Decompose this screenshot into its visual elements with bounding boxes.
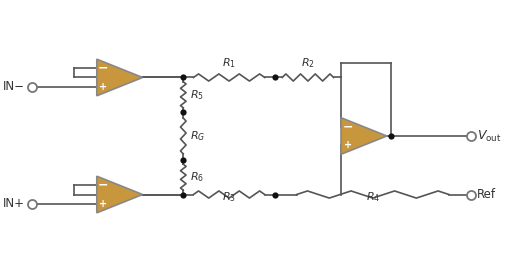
- Text: Ref: Ref: [477, 188, 496, 201]
- Text: $R_{3}$: $R_{3}$: [222, 190, 236, 204]
- Text: $R_{6}$: $R_{6}$: [190, 170, 204, 184]
- Text: −: −: [98, 179, 109, 192]
- Text: +: +: [99, 199, 107, 209]
- Text: $R_{5}$: $R_{5}$: [190, 88, 204, 102]
- Polygon shape: [341, 118, 387, 154]
- Text: $V_\mathregular{out}$: $V_\mathregular{out}$: [477, 128, 502, 144]
- Polygon shape: [97, 59, 143, 96]
- Text: IN+: IN+: [3, 197, 25, 210]
- Text: $R_{G}$: $R_{G}$: [190, 129, 206, 143]
- Text: −: −: [343, 120, 353, 133]
- Polygon shape: [97, 176, 143, 213]
- Text: $R_{1}$: $R_{1}$: [222, 56, 236, 70]
- Text: +: +: [99, 82, 107, 92]
- Text: −: −: [98, 62, 109, 75]
- Text: $R_{2}$: $R_{2}$: [301, 56, 315, 70]
- Text: $R_{4}$: $R_{4}$: [366, 190, 380, 204]
- Text: +: +: [344, 140, 351, 150]
- Text: IN−: IN−: [3, 80, 25, 93]
